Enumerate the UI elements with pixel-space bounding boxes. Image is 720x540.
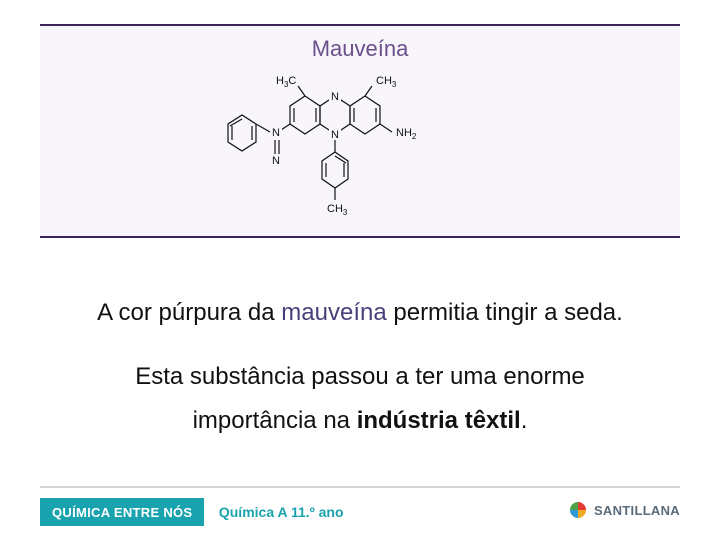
atom-nh2: NH2: [396, 127, 417, 141]
footer: QUÍMICA ENTRE NÓS Química A 11.º ano SAN…: [0, 486, 720, 540]
caption-line-3: importância na indústria têxtil.: [40, 404, 680, 438]
caption-3-bold: indústria têxtil: [357, 407, 521, 434]
caption-1-highlight: mauveína: [281, 299, 386, 326]
atom-n-left2: N: [272, 155, 280, 167]
atom-ch3-right: CH3: [376, 75, 397, 89]
publisher-logo-icon: [568, 500, 588, 520]
footer-left: QUÍMICA ENTRE NÓS Química A 11.º ano: [40, 498, 400, 528]
structure-svg: N N H3C CH3 NH2: [190, 66, 530, 236]
slide: Mauveína: [0, 0, 720, 540]
course-label: Química A 11.º ano: [219, 504, 344, 520]
atom-n-top: N: [331, 91, 339, 103]
panel-title: Mauveína: [40, 36, 680, 62]
caption-1-pre: A cor púrpura da: [97, 299, 281, 326]
caption-line-2: Esta substância passou a ter uma enorme: [40, 360, 680, 394]
caption-3-post: .: [521, 407, 528, 434]
series-label: QUÍMICA ENTRE NÓS: [40, 498, 204, 526]
atom-h3c-left: H3C: [276, 75, 296, 89]
atom-ch3-bottom: CH3: [327, 203, 348, 217]
caption-1-post: permitia tingir a seda.: [387, 299, 623, 326]
publisher: SANTILLANA: [568, 500, 680, 520]
atom-n-left1: N: [272, 127, 280, 139]
chemical-structure: N N H3C CH3 NH2: [40, 66, 680, 241]
caption-line-1: A cor púrpura da mauveína permitia tingi…: [40, 296, 680, 330]
atom-n-center: N: [331, 129, 339, 141]
publisher-name: SANTILLANA: [594, 503, 680, 518]
caption-3-pre: importância na: [193, 407, 357, 434]
footer-divider: [40, 486, 680, 488]
mauveina-panel: Mauveína: [40, 24, 680, 238]
